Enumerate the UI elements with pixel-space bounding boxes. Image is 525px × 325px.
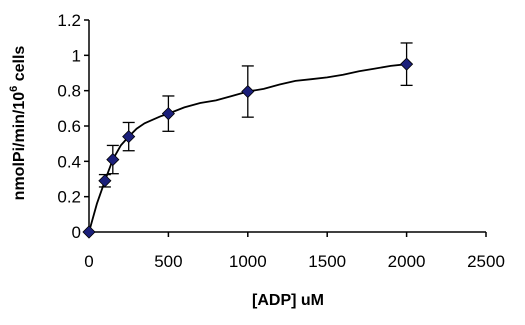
x-tick-label: 2000 — [388, 252, 426, 271]
plot-area: 0 0.2 0.4 0.6 0.8 1 1.2 0 500 1000 1500 2000 2500 — [57, 11, 505, 271]
data-point-diamond — [98, 174, 112, 188]
y-tick-label: 0 — [72, 223, 81, 242]
y-axis-title-suffix: cells — [11, 46, 28, 86]
x-tick-label: 0 — [84, 252, 93, 271]
x-axis-ticks: 0 500 1000 1500 2000 2500 — [84, 232, 505, 271]
y-tick-label: 1 — [72, 46, 81, 65]
x-tick-label: 1500 — [308, 252, 346, 271]
x-axis-title: [ADP] uM — [252, 292, 324, 309]
fit-curve-group — [88, 63, 407, 233]
data-point-diamond — [400, 57, 414, 71]
fit-curve-line — [88, 63, 407, 233]
x-tick-label: 2500 — [467, 252, 505, 271]
y-tick-label: 0.2 — [57, 188, 81, 207]
data-point-diamond — [106, 153, 120, 167]
y-tick-label: 1.2 — [57, 11, 81, 30]
y-tick-label: 0.8 — [57, 82, 81, 101]
data-point-diamond — [241, 84, 255, 99]
y-tick-label: 0.4 — [57, 152, 81, 171]
data-point-diamond — [161, 107, 175, 121]
error-bars — [98, 42, 413, 188]
x-tick-label: 500 — [154, 252, 182, 271]
data-point-diamond — [82, 225, 96, 239]
x-tick-label: 1000 — [229, 252, 267, 271]
data-point-diamond — [122, 130, 136, 144]
data-points — [82, 57, 414, 239]
y-tick-label: 0.6 — [57, 117, 81, 136]
y-axis-title-superscript: 6 — [8, 86, 20, 92]
y-axis-ticks: 0 0.2 0.4 0.6 0.8 1 1.2 — [57, 11, 89, 242]
y-axis-title-prefix: nmolPi/min/10 — [11, 92, 28, 201]
y-axis-title: nmolPi/min/106 cells — [8, 46, 28, 201]
